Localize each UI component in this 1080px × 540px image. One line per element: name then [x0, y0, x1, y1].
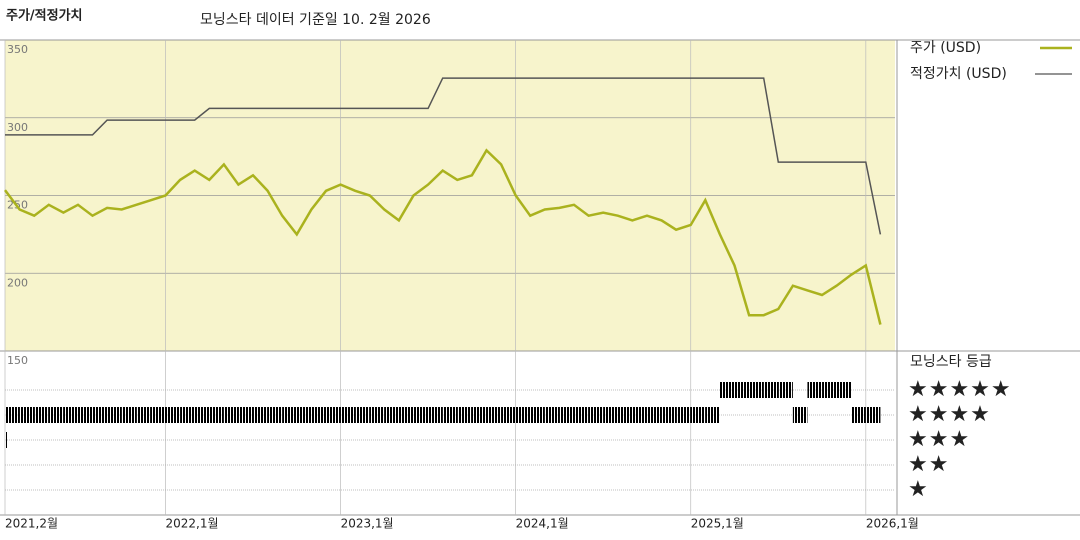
rating-bar — [209, 407, 224, 423]
rating-bar — [705, 407, 720, 423]
chart-subtitle: 모닝스타 데이터 기준일 10. 2월 2026 — [200, 12, 431, 28]
rating-bar — [719, 382, 735, 398]
fair-value-line — [5, 77, 882, 235]
rating-bar — [5, 407, 20, 423]
y-tick-label: 300 — [7, 121, 28, 134]
x-tick-label: 2022,1월 — [165, 517, 218, 531]
rating-bar — [690, 407, 706, 423]
rating-bar — [48, 407, 64, 423]
y-tick-label: 350 — [7, 43, 28, 56]
rating-bar — [77, 407, 93, 423]
y-tick-label: 150 — [7, 354, 28, 367]
rating-bar — [107, 407, 122, 423]
rating-bar — [194, 407, 210, 423]
rating-label: ★ — [908, 477, 929, 502]
rating-bar — [282, 407, 297, 423]
rating-title: 모닝스타 등급 — [910, 354, 992, 370]
rating-bar — [165, 407, 181, 423]
rating-bar — [851, 407, 866, 423]
rating-bar — [544, 407, 560, 423]
rating-bar — [34, 407, 49, 423]
rating-bar — [807, 382, 823, 398]
rating-bar — [530, 407, 545, 423]
rating-bar — [325, 407, 341, 423]
rating-bar — [836, 382, 852, 398]
rating-label: ★★★★ — [908, 402, 991, 427]
rating-bar — [471, 407, 487, 423]
rating-bar — [574, 407, 589, 423]
rating-bar — [63, 407, 78, 423]
rating-bar — [515, 407, 531, 423]
rating-bar — [661, 407, 677, 423]
rating-bar — [792, 407, 808, 423]
x-tick-label: 2025,1월 — [691, 517, 744, 531]
x-tick-label: 2026,1월 — [866, 517, 919, 531]
rating-bar — [311, 407, 326, 423]
rating-bar — [822, 382, 837, 398]
legend-label: 주가 (USD) — [910, 40, 981, 56]
rating-bar — [603, 407, 618, 423]
rating-bar — [369, 407, 385, 423]
rating-bar — [559, 407, 575, 423]
x-tick-label: 2023,1월 — [341, 517, 394, 531]
rating-bar — [646, 407, 662, 423]
rating-bar — [734, 382, 750, 398]
rating-bar — [92, 407, 108, 423]
rating-bar — [267, 407, 283, 423]
rating-label: ★★★ — [908, 427, 970, 452]
rating-label: ★★★★★ — [908, 377, 1012, 402]
x-tick-label: 2024,1월 — [516, 517, 569, 531]
rating-bar — [413, 407, 429, 423]
rating-bar — [632, 407, 647, 423]
rating-bar — [253, 407, 268, 423]
rating-bar — [223, 407, 239, 423]
rating-bar — [749, 382, 764, 398]
price-line — [4, 148, 882, 325]
rating-bar — [5, 432, 7, 448]
rating-bar — [778, 382, 793, 398]
x-tick-label: 2021,2월 — [5, 517, 58, 531]
rating-bar — [121, 407, 137, 423]
rating-bar — [150, 407, 166, 423]
rating-bar — [457, 407, 472, 423]
rating-bar — [501, 407, 516, 423]
legend-label: 적정가치 (USD) — [910, 66, 1007, 82]
rating-bar — [442, 407, 458, 423]
rating-bar — [355, 407, 370, 423]
rating-bar — [617, 407, 633, 423]
rating-bar — [398, 407, 414, 423]
rating-bar — [19, 407, 35, 423]
rating-bar — [296, 407, 312, 423]
rating-bar — [865, 407, 881, 423]
chart-title: 주가/적정가치 — [6, 8, 83, 24]
rating-bar — [340, 407, 356, 423]
rating-bar — [763, 382, 779, 398]
y-tick-label: 200 — [7, 276, 28, 289]
rating-bar — [136, 407, 151, 423]
rating-bar — [384, 407, 399, 423]
rating-bar — [486, 407, 502, 423]
rating-bar — [588, 407, 604, 423]
rating-bar — [238, 407, 254, 423]
rating-label: ★★ — [908, 452, 949, 477]
rating-bar — [428, 407, 443, 423]
rating-bar — [676, 407, 691, 423]
rating-bar — [180, 407, 195, 423]
